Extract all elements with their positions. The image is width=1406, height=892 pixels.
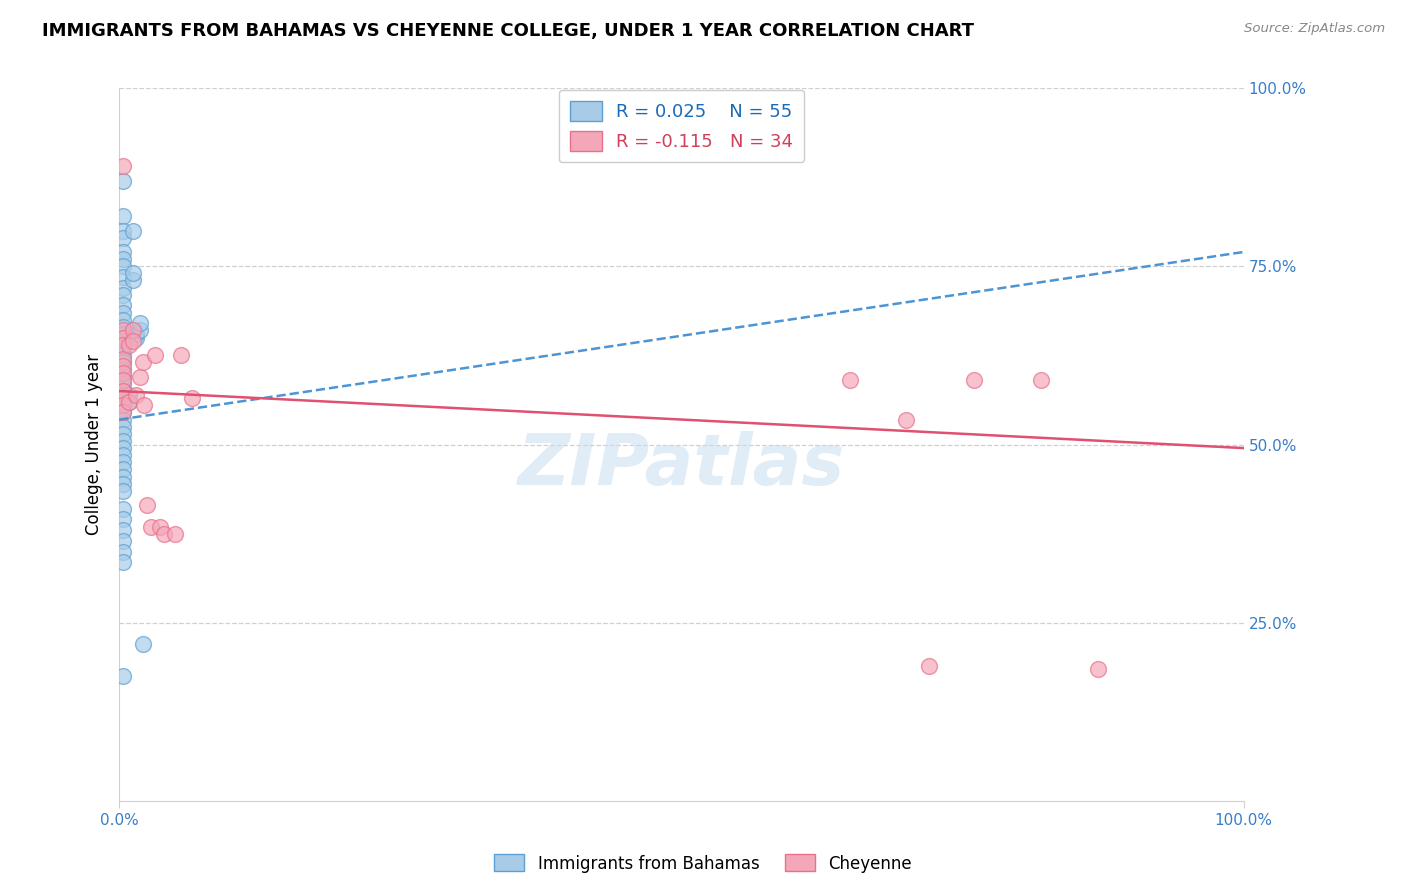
Point	[143, 348, 166, 362]
Text: IMMIGRANTS FROM BAHAMAS VS CHEYENNE COLLEGE, UNDER 1 YEAR CORRELATION CHART: IMMIGRANTS FROM BAHAMAS VS CHEYENNE COLL…	[42, 22, 974, 40]
Point	[111, 359, 134, 373]
Point	[111, 523, 134, 537]
Legend: Immigrants from Bahamas, Cheyenne: Immigrants from Bahamas, Cheyenne	[488, 847, 918, 880]
Point	[111, 373, 134, 387]
Point	[125, 326, 148, 341]
Point	[111, 469, 134, 483]
Point	[121, 273, 143, 287]
Point	[132, 637, 155, 651]
Point	[111, 173, 134, 187]
Point	[118, 394, 141, 409]
Point	[111, 341, 134, 355]
Point	[839, 373, 862, 387]
Point	[111, 334, 134, 348]
Point	[111, 330, 134, 344]
Point	[111, 398, 134, 412]
Point	[111, 319, 134, 334]
Point	[111, 384, 134, 398]
Point	[149, 519, 172, 533]
Point	[963, 373, 986, 387]
Point	[111, 269, 134, 284]
Point	[153, 526, 176, 541]
Point	[1087, 662, 1109, 676]
Point	[111, 391, 134, 405]
Point	[111, 555, 134, 569]
Point	[111, 544, 134, 558]
Y-axis label: College, Under 1 year: College, Under 1 year	[86, 354, 103, 535]
Point	[125, 387, 148, 401]
Point	[128, 369, 150, 384]
Point	[121, 323, 143, 337]
Point	[111, 376, 134, 391]
Point	[111, 669, 134, 683]
Point	[111, 412, 134, 426]
Point	[121, 334, 143, 348]
Text: ZIPatlas: ZIPatlas	[517, 432, 845, 500]
Point	[111, 280, 134, 294]
Point	[139, 519, 162, 533]
Legend: R = 0.025    N = 55, R = -0.115   N = 34: R = 0.025 N = 55, R = -0.115 N = 34	[558, 90, 804, 162]
Point	[111, 298, 134, 312]
Point	[111, 366, 134, 380]
Point	[111, 351, 134, 366]
Point	[125, 330, 148, 344]
Point	[111, 405, 134, 419]
Point	[111, 501, 134, 516]
Point	[111, 426, 134, 441]
Point	[118, 387, 141, 401]
Point	[111, 391, 134, 405]
Point	[132, 398, 155, 412]
Point	[111, 441, 134, 455]
Point	[111, 384, 134, 398]
Point	[121, 266, 143, 280]
Point	[111, 312, 134, 326]
Point	[111, 252, 134, 266]
Point	[111, 455, 134, 469]
Point	[111, 483, 134, 498]
Point	[111, 533, 134, 548]
Point	[111, 323, 134, 337]
Point	[111, 369, 134, 384]
Point	[111, 512, 134, 526]
Point	[111, 223, 134, 237]
Point	[111, 305, 134, 319]
Point	[118, 394, 141, 409]
Text: Source: ZipAtlas.com: Source: ZipAtlas.com	[1244, 22, 1385, 36]
Point	[1031, 373, 1053, 387]
Point	[111, 326, 134, 341]
Point	[111, 362, 134, 376]
Point	[111, 337, 134, 351]
Point	[111, 405, 134, 419]
Point	[111, 287, 134, 301]
Point	[165, 526, 187, 541]
Point	[111, 159, 134, 173]
Point	[918, 658, 941, 673]
Point	[111, 391, 134, 405]
Point	[118, 337, 141, 351]
Point	[111, 244, 134, 259]
Point	[128, 323, 150, 337]
Point	[170, 348, 193, 362]
Point	[111, 355, 134, 369]
Point	[111, 348, 134, 362]
Point	[111, 448, 134, 462]
Point	[111, 230, 134, 244]
Point	[896, 412, 918, 426]
Point	[111, 462, 134, 476]
Point	[128, 316, 150, 330]
Point	[121, 223, 143, 237]
Point	[111, 434, 134, 448]
Point	[111, 419, 134, 434]
Point	[111, 259, 134, 273]
Point	[132, 355, 155, 369]
Point	[181, 391, 204, 405]
Point	[111, 209, 134, 223]
Point	[111, 476, 134, 491]
Point	[111, 398, 134, 412]
Point	[136, 498, 159, 512]
